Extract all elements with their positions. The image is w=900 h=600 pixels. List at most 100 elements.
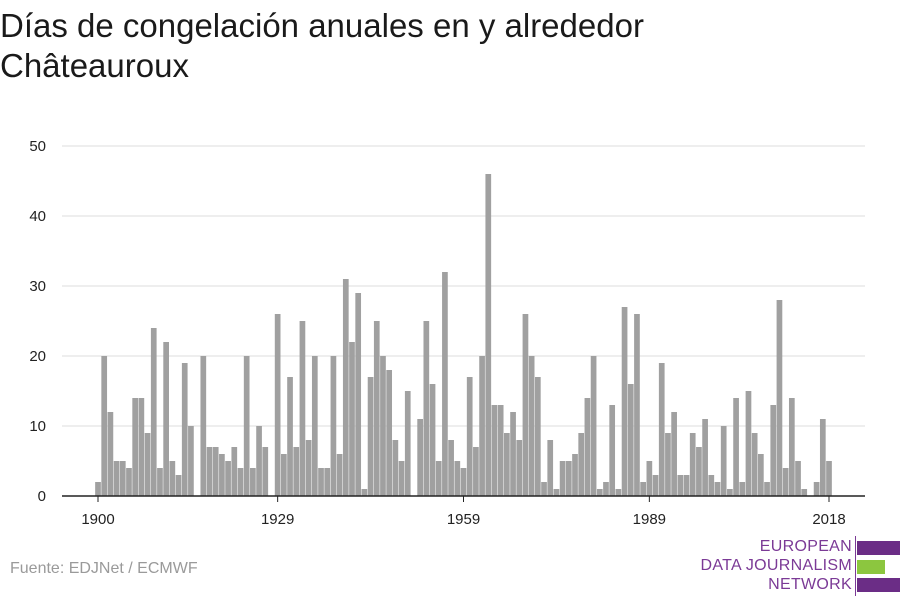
bar-1953[interactable] [423,321,430,496]
bar-1907[interactable] [138,398,145,496]
bar-1948[interactable] [392,440,399,496]
bar-1909[interactable] [150,328,157,496]
bar-2000[interactable] [714,482,721,496]
bar-1927[interactable] [262,447,269,496]
bar-2013[interactable] [795,461,801,496]
bar-2016[interactable] [813,482,820,496]
bar-1979[interactable] [584,398,591,496]
bar-1931[interactable] [287,377,293,496]
bar-1917[interactable] [200,356,207,496]
bar-1950[interactable] [404,391,411,496]
bar-1995[interactable] [683,475,690,496]
bar-1987[interactable] [634,314,640,496]
bar-1984[interactable] [615,489,622,496]
bar-1922[interactable] [231,447,238,496]
bar-1997[interactable] [696,447,702,496]
bar-1941[interactable] [349,342,355,496]
bar-1968[interactable] [516,440,523,496]
bar-2018[interactable] [826,461,832,496]
bar-1989[interactable] [646,461,653,496]
bar-1999[interactable] [708,475,715,496]
bar-1946[interactable] [380,356,386,496]
bar-1988[interactable] [640,482,646,496]
bar-1952[interactable] [417,419,423,496]
bar-1935[interactable] [311,356,318,496]
bar-1905[interactable] [126,468,132,496]
bar-1965[interactable] [497,405,504,496]
bar-1977[interactable] [572,454,578,496]
bar-1958[interactable] [454,461,461,496]
bar-1966[interactable] [504,433,510,496]
bar-1934[interactable] [305,440,312,496]
bar-2003[interactable] [733,398,739,496]
bar-2014[interactable] [801,489,808,496]
bar-1959[interactable] [460,468,467,496]
bar-1925[interactable] [250,468,256,496]
bar-1913[interactable] [175,475,182,496]
bar-1974[interactable] [553,489,560,496]
bar-1956[interactable] [442,272,448,496]
bar-1940[interactable] [342,279,349,496]
bar-1919[interactable] [212,447,219,496]
bar-2006[interactable] [751,433,758,496]
bar-2017[interactable] [819,419,826,496]
bar-2010[interactable] [776,300,783,496]
bar-1991[interactable] [658,363,665,496]
bar-1978[interactable] [578,433,585,496]
bar-1900[interactable] [95,482,101,496]
bar-1918[interactable] [206,447,213,496]
bar-1942[interactable] [355,293,362,496]
bar-1923[interactable] [237,468,244,496]
bar-1998[interactable] [702,419,708,496]
bar-1983[interactable] [609,405,616,496]
bar-2012[interactable] [788,398,795,496]
bar-1921[interactable] [225,461,231,496]
bar-1994[interactable] [677,475,684,496]
bar-1908[interactable] [144,433,151,496]
bar-1969[interactable] [522,314,529,496]
bar-1985[interactable] [621,307,628,496]
bar-1992[interactable] [665,433,671,496]
edjnet-logo[interactable]: EUROPEAN DATA JOURNALISM NETWORK [700,536,900,596]
bar-1924[interactable] [243,356,250,496]
bar-2009[interactable] [770,405,777,496]
bar-1960[interactable] [466,377,473,496]
bar-1933[interactable] [299,321,306,496]
bar-1938[interactable] [330,356,337,496]
bar-1967[interactable] [510,412,516,496]
bar-1903[interactable] [113,461,120,496]
bar-1972[interactable] [541,482,547,496]
bar-1971[interactable] [534,377,541,496]
bar-1970[interactable] [528,356,535,496]
bar-1929[interactable] [274,314,281,496]
bar-1964[interactable] [491,405,498,496]
bar-1915[interactable] [188,426,194,496]
bar-1906[interactable] [132,398,139,496]
bar-1982[interactable] [603,482,609,496]
bar-1963[interactable] [485,174,492,496]
bar-1973[interactable] [547,440,554,496]
bar-1954[interactable] [429,384,436,496]
bar-2001[interactable] [720,426,727,496]
bar-2002[interactable] [727,489,733,496]
bar-1961[interactable] [473,447,479,496]
bar-2011[interactable] [782,468,789,496]
bar-2005[interactable] [745,391,752,496]
bar-1981[interactable] [596,489,603,496]
bar-1957[interactable] [448,440,454,496]
bar-1990[interactable] [652,475,659,496]
bar-1980[interactable] [590,356,597,496]
bar-1926[interactable] [256,426,262,496]
bar-1939[interactable] [336,454,343,496]
bar-2008[interactable] [764,482,770,496]
bar-1986[interactable] [627,384,634,496]
bar-2007[interactable] [758,454,764,496]
bar-1904[interactable] [119,461,126,496]
bar-1930[interactable] [281,454,287,496]
bar-1944[interactable] [367,377,374,496]
bar-1996[interactable] [689,433,696,496]
bar-1901[interactable] [101,356,108,496]
bar-2004[interactable] [739,482,746,496]
bar-1937[interactable] [324,468,331,496]
bar-1912[interactable] [169,461,176,496]
